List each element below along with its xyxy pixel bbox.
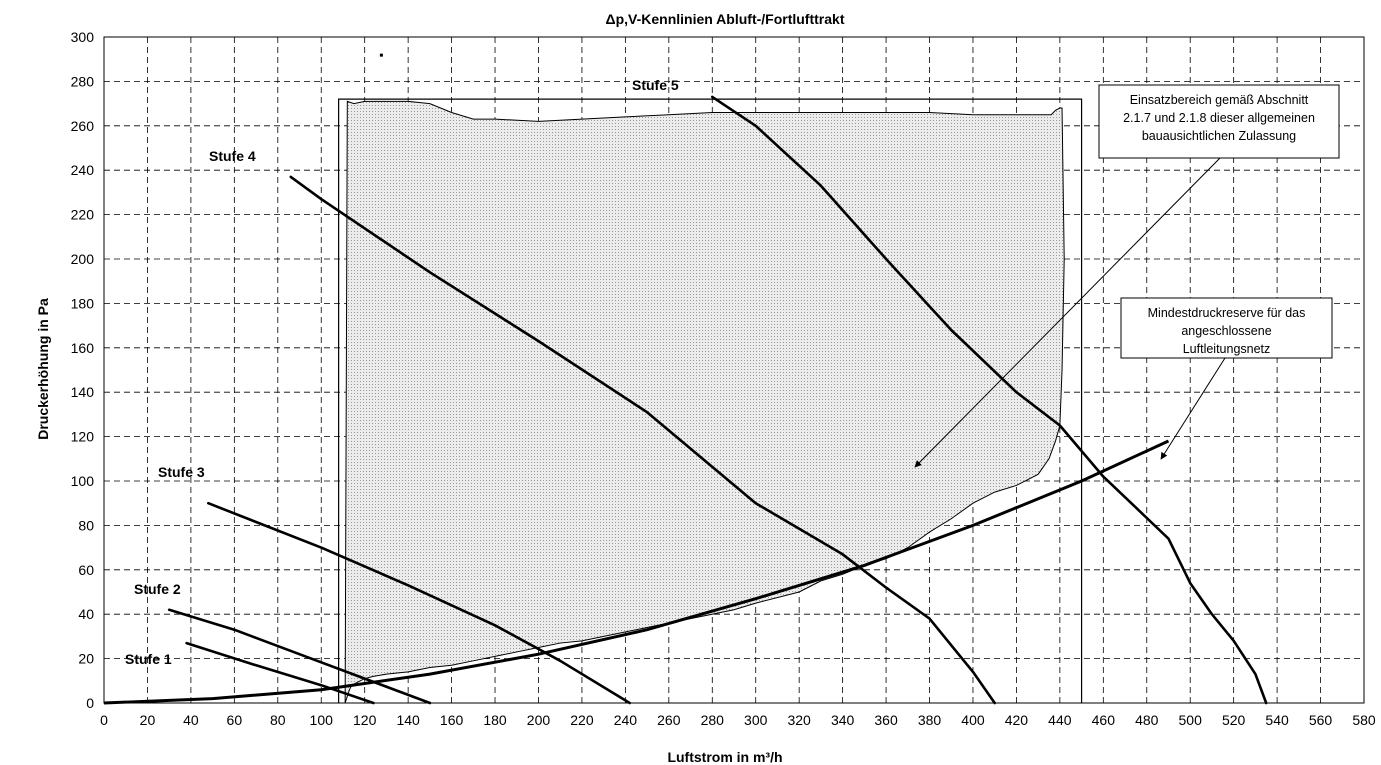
series-line-mindestdruckreserve <box>103 439 1170 705</box>
annotation-line: angeschlossene <box>1181 324 1271 338</box>
annotation-line: 2.1.7 und 2.1.8 dieser allgemeinen <box>1123 111 1315 125</box>
series-labels: Stufe 1 Stufe 2 Stufe 3 Stufe 4 Stufe 5 <box>125 77 679 667</box>
y-axis-label: Druckerhöhung in Pa <box>35 298 51 440</box>
annotation-arrow <box>914 157 1221 468</box>
series-label-stufe-3: Stufe 3 <box>158 464 205 480</box>
x-tick-label: 520 <box>1222 712 1246 728</box>
y-tick-label: 240 <box>71 162 95 178</box>
x-tick-label: 220 <box>570 712 594 728</box>
series-line-stufe-5 <box>711 95 1268 705</box>
x-tick-label: 0 <box>100 712 108 728</box>
annotation-box <box>1120 297 1333 359</box>
x-tick-label: 20 <box>140 712 156 728</box>
x-axis-label: Luftstrom in m³/h <box>667 749 782 765</box>
annotation-line: Einsatzbereich gemäß Abschnitt <box>1130 93 1309 107</box>
annotation-arrow <box>1160 357 1226 460</box>
series-line-stufe-4 <box>289 175 996 705</box>
x-tick-label: 80 <box>270 712 286 728</box>
chart-title: Δp,V-Kennlinien Abluft-/Fortlufttrakt <box>606 11 845 27</box>
x-tick-label: 280 <box>701 712 725 728</box>
x-tick-label: 100 <box>310 712 334 728</box>
x-tick-label: 300 <box>744 712 768 728</box>
y-tick-label: 100 <box>71 473 95 489</box>
x-tick-label: 500 <box>1179 712 1203 728</box>
y-tick-label: 20 <box>78 651 94 667</box>
x-tick-label: 400 <box>961 712 985 728</box>
stray-point <box>379 53 383 57</box>
annotations: Einsatzbereich gemäß Abschnitt 2.1.7 und … <box>379 53 1340 468</box>
x-tick-label: 60 <box>227 712 243 728</box>
annotation-text: Mindestdruckreserve für das angeschlossen… <box>1148 306 1306 356</box>
y-tick-label: 0 <box>86 695 94 711</box>
x-tick-labels: 0 20 40 60 80 100 120 140 160 180 200 220 240 260 280 3… <box>100 712 1376 728</box>
x-tick-label: 140 <box>396 712 420 728</box>
x-tick-label: 40 <box>183 712 199 728</box>
x-tick-label: 420 <box>1005 712 1029 728</box>
series-label-stufe-1: Stufe 1 <box>125 651 172 667</box>
y-tick-label: 160 <box>71 340 95 356</box>
x-tick-label: 260 <box>657 712 681 728</box>
y-tick-label: 140 <box>71 384 95 400</box>
x-tick-label: 120 <box>353 712 377 728</box>
y-tick-labels: 0 20 40 60 80 100 120 140 160 180 200 220 240 260 280 3… <box>71 29 95 711</box>
series-label-stufe-4: Stufe 4 <box>209 148 256 164</box>
y-tick-label: 300 <box>71 29 95 45</box>
series-label-stufe-5: Stufe 5 <box>632 77 679 93</box>
series-line-stufe-1 <box>185 641 375 705</box>
annotation-text: Einsatzbereich gemäß Abschnitt 2.1.7 und … <box>1123 93 1315 143</box>
x-tick-label: 160 <box>440 712 464 728</box>
series-line-stufe-3 <box>207 501 631 705</box>
x-tick-label: 560 <box>1309 712 1333 728</box>
y-tick-label: 40 <box>78 606 94 622</box>
x-tick-label: 200 <box>527 712 551 728</box>
x-tick-label: 180 <box>483 712 507 728</box>
annotation-line: Luftleitungsnetz <box>1183 342 1271 356</box>
series-label-stufe-2: Stufe 2 <box>134 581 181 597</box>
x-tick-label: 480 <box>1135 712 1159 728</box>
series-lines <box>103 95 1268 705</box>
y-tick-label: 120 <box>71 429 95 445</box>
y-tick-label: 220 <box>71 207 95 223</box>
x-tick-label: 360 <box>874 712 898 728</box>
operating-area <box>338 98 1083 704</box>
y-tick-label: 80 <box>78 517 94 533</box>
series-line-stufe-2 <box>167 608 432 705</box>
x-tick-label: 240 <box>614 712 638 728</box>
operating-envelope <box>338 98 1083 703</box>
x-tick-label: 320 <box>787 712 811 728</box>
y-tick-label: 260 <box>71 118 95 134</box>
x-tick-label: 580 <box>1352 712 1376 728</box>
plot-border <box>103 36 1365 704</box>
y-tick-label: 180 <box>71 295 95 311</box>
annotation-box <box>1098 84 1340 159</box>
x-tick-label: 340 <box>831 712 855 728</box>
y-tick-label: 200 <box>71 251 95 267</box>
annotation-line: bauausichtlichen Zulassung <box>1142 129 1296 143</box>
plot-frame <box>103 36 1365 704</box>
y-tick-label: 280 <box>71 73 95 89</box>
x-tick-label: 440 <box>1048 712 1072 728</box>
x-tick-label: 380 <box>918 712 942 728</box>
annotation-line: Mindestdruckreserve für das <box>1148 306 1306 320</box>
x-tick-label: 540 <box>1265 712 1289 728</box>
x-tick-label: 460 <box>1092 712 1116 728</box>
y-tick-label: 60 <box>78 562 94 578</box>
operating-area-shape <box>344 100 1065 704</box>
